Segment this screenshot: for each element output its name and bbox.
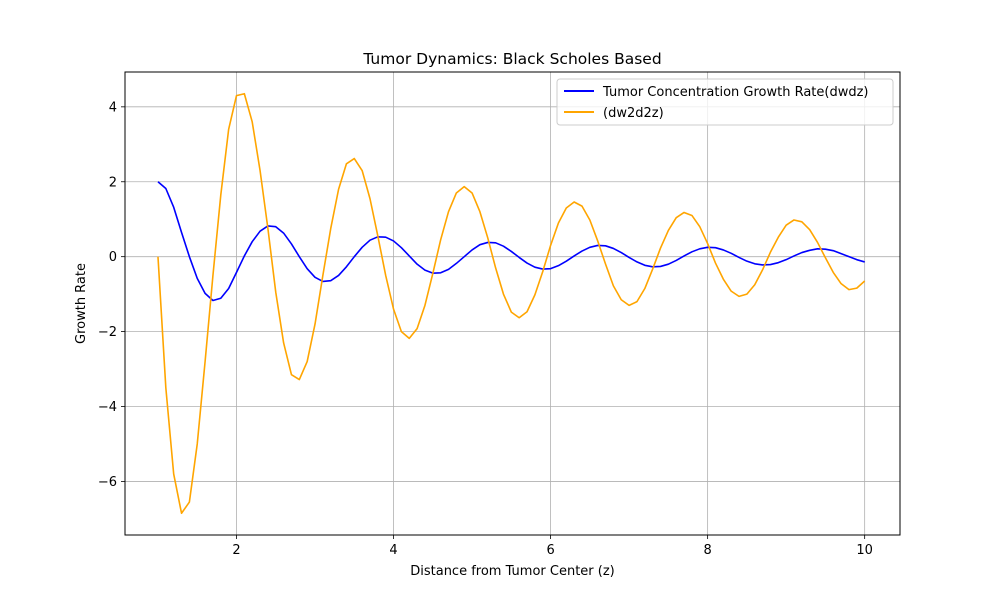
x-tick-label: 8 xyxy=(703,543,711,558)
legend: Tumor Concentration Growth Rate(dwdz) (d… xyxy=(556,78,894,126)
y-tick-label: −2 xyxy=(98,325,117,340)
y-tick-label: 2 xyxy=(109,175,117,190)
series-layer xyxy=(157,92,866,515)
y-tick-label: −6 xyxy=(98,475,117,490)
legend-label-dw2d2z: (dw2d2z) xyxy=(603,106,664,121)
chart-title: Tumor Dynamics: Black Scholes Based xyxy=(362,50,661,68)
legend-box xyxy=(556,78,894,126)
series-line-1 xyxy=(157,92,866,515)
y-tick-label: −4 xyxy=(98,400,117,415)
x-tick-label: 10 xyxy=(856,543,873,558)
x-tick-label: 6 xyxy=(546,543,554,558)
x-axis-label: Distance from Tumor Center (z) xyxy=(410,564,615,579)
y-tick-label: 4 xyxy=(109,100,117,115)
legend-label-dwdz: Tumor Concentration Growth Rate(dwdz) xyxy=(602,85,869,100)
y-tick-label: 0 xyxy=(109,250,117,265)
y-axis-label: Growth Rate xyxy=(74,263,89,344)
ticks: 2 4 6 8 10 −6 −4 −2 0 2 4 xyxy=(98,100,873,558)
x-tick-label: 4 xyxy=(389,543,397,558)
plot-frame xyxy=(124,71,901,536)
x-tick-label: 2 xyxy=(232,543,240,558)
series-line-0 xyxy=(157,181,865,302)
